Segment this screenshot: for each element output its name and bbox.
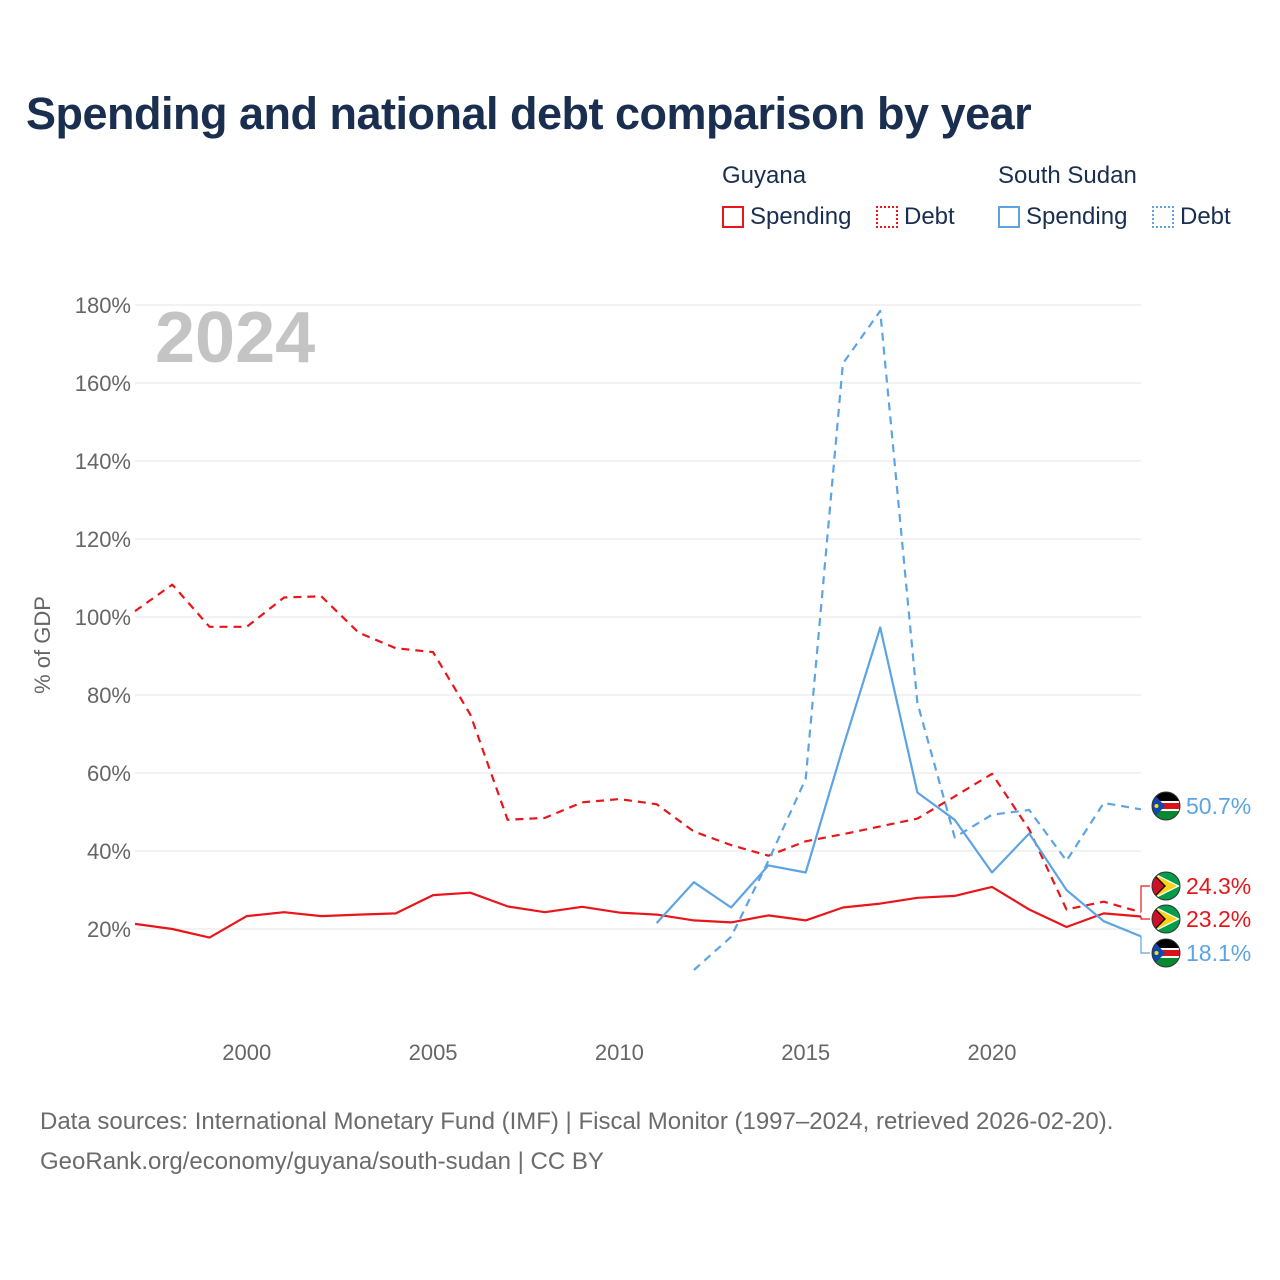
- end-value-label: 24.3%: [1186, 873, 1251, 899]
- x-tick-label: 2010: [595, 1040, 644, 1065]
- connector-line: [1140, 936, 1150, 954]
- guyana-spending-line: [134, 885, 1142, 939]
- connector-line: [1140, 885, 1150, 913]
- end-value-label: 50.7%: [1186, 793, 1251, 819]
- y-tick-label: 140%: [75, 449, 131, 474]
- x-tick-label: 2020: [967, 1040, 1016, 1065]
- y-tick-label: 160%: [75, 371, 131, 396]
- x-axis: 2000 2005 2010 2015 2020: [222, 1040, 1016, 1065]
- legend-guyana-spending[interactable]: Spending: [722, 203, 851, 231]
- guyana-debt-line: [134, 583, 1142, 914]
- x-tick-label: 2005: [409, 1040, 458, 1065]
- legend-label: Debt: [1180, 203, 1231, 230]
- legend-guyana-heading: Guyana: [722, 162, 807, 189]
- connector-line: [1140, 916, 1150, 920]
- y-tick-label: 80%: [87, 683, 131, 708]
- footer-attribution[interactable]: GeoRank.org/economy/guyana/south-sudan |…: [40, 1148, 604, 1175]
- guyana-flag-icon: [1151, 871, 1181, 901]
- year-watermark: 2024: [155, 298, 315, 378]
- y-tick-label: 20%: [87, 917, 131, 942]
- end-value-label: 23.2%: [1186, 906, 1251, 932]
- y-tick-label: 100%: [75, 605, 131, 630]
- y-axis: 20% 40% 60% 80% 100% 120% 140% 160% 180%: [75, 293, 131, 942]
- legend-south-sudan-debt[interactable]: Debt: [1152, 203, 1231, 231]
- end-labels: 50.7% 24.3% 23.2% 18.1%: [1140, 791, 1251, 968]
- south-sudan-debt-line: [693, 309, 1142, 971]
- y-tick-label: 180%: [75, 293, 131, 318]
- south-sudan-flag-icon: [1151, 791, 1181, 821]
- south-sudan-flag-icon: [1151, 938, 1181, 968]
- legend-label: Spending: [1026, 203, 1128, 230]
- series-lines: [134, 309, 1142, 971]
- chart-title: Spending and national debt comparison by…: [26, 88, 1032, 139]
- footer-source: Data sources: International Monetary Fun…: [40, 1108, 1114, 1135]
- legend-label: Spending: [750, 203, 852, 230]
- y-tick-label: 40%: [87, 839, 131, 864]
- legend-south-sudan-heading: South Sudan: [998, 162, 1137, 189]
- y-axis-label: % of GDP: [30, 596, 55, 694]
- south-sudan-spending-line: [655, 626, 1142, 938]
- line-chart: 2024 20% 40% 60% 80% 100% 120% 140% 160% 180% 20…: [30, 293, 1251, 1065]
- legend-swatch-guyana-debt: [876, 206, 898, 228]
- guyana-flag-icon: [1151, 904, 1181, 934]
- x-tick-label: 2000: [222, 1040, 271, 1065]
- y-tick-label: 120%: [75, 527, 131, 552]
- legend-south-sudan-spending[interactable]: Spending: [998, 203, 1127, 231]
- y-tick-label: 60%: [87, 761, 131, 786]
- legend-label: Debt: [904, 203, 955, 230]
- x-tick-label: 2015: [781, 1040, 830, 1065]
- legend-swatch-guyana-spending: [722, 206, 744, 228]
- legend-swatch-south-sudan-spending: [998, 206, 1020, 228]
- grid-lines: [135, 304, 1141, 930]
- legend-swatch-south-sudan-debt: [1152, 206, 1174, 228]
- legend-guyana-debt[interactable]: Debt: [876, 203, 955, 231]
- end-value-label: 18.1%: [1186, 940, 1251, 966]
